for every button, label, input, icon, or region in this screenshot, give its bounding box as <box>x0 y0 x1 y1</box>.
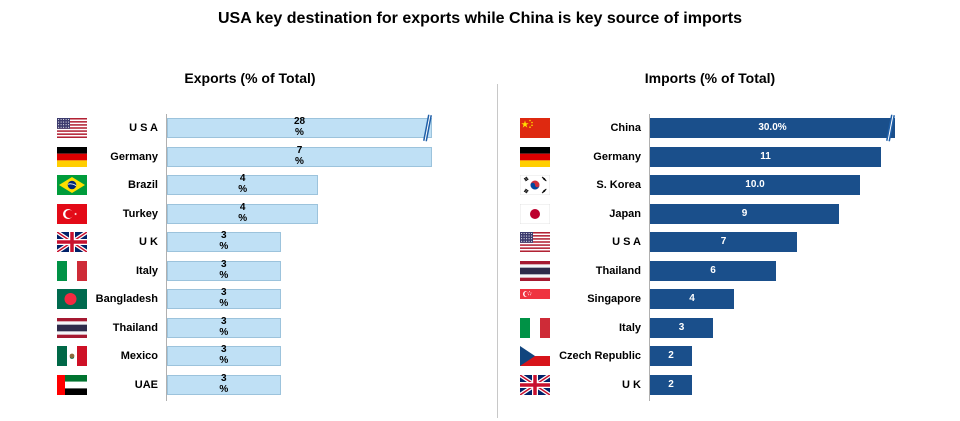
exports-category-uae: UAE <box>134 378 158 391</box>
japan-flag-icon <box>520 203 550 224</box>
imports-value-label-japan: 9 <box>741 207 748 219</box>
exports-value-label-germany: 7% <box>295 144 304 167</box>
exports-value-label-turkey: 4% <box>238 201 248 224</box>
exports-bar-u-k <box>167 232 281 252</box>
exports-bar-italy <box>167 260 281 281</box>
thailand-flag-icon <box>520 260 550 281</box>
exports-value-label-italy: 3% <box>219 258 229 281</box>
imports-category-s-korea: S. Korea <box>596 179 641 191</box>
italy-flag-icon <box>520 317 550 338</box>
imports-bar-japan <box>650 203 839 224</box>
mexico-flag-icon <box>57 346 87 366</box>
imports-category-singapore: Singapore <box>587 293 641 305</box>
exports-bar-germany <box>167 146 432 167</box>
usa-flag-icon <box>57 118 87 138</box>
imports-value-label-germany: 11 <box>760 150 771 162</box>
imports-category-czech-republic: Czech Republic <box>559 350 641 362</box>
exports-bar-bangladesh <box>167 289 281 309</box>
germany-flag-icon <box>57 146 87 167</box>
imports-axis-break-mark <box>886 114 895 142</box>
usa-flag-icon <box>520 232 550 252</box>
singapore-flag-icon <box>520 289 550 309</box>
uk-flag-icon <box>520 374 550 395</box>
imports-bar-italy <box>650 317 713 338</box>
uae-flag-icon <box>57 374 87 395</box>
imports-category-germany: Germany <box>593 150 641 163</box>
exports-category-turkey: Turkey <box>122 207 158 220</box>
exports-value-label-mexico: 3% <box>219 344 229 366</box>
italy-flag-icon <box>57 260 87 281</box>
imports-value-label-u-k: 2 <box>668 378 674 390</box>
imports-category-u-k: U K <box>622 378 641 391</box>
exports-value-label-bangladesh: 3% <box>219 287 229 309</box>
imports-category-japan: Japan <box>609 207 641 220</box>
imports-bar-thailand <box>650 260 776 281</box>
imports-bar-u-s-a <box>650 232 797 252</box>
exports-bar-u-s-a <box>167 118 432 138</box>
imports-value-label-czech-republic: 2 <box>668 350 674 361</box>
exports-axis-line <box>166 114 167 401</box>
uk-flag-icon <box>57 232 87 252</box>
imports-bar-s-korea <box>650 175 860 195</box>
exports-bar-mexico <box>167 346 281 366</box>
imports-bar-u-k <box>650 374 692 395</box>
imports-value-label-thailand: 6 <box>710 264 716 276</box>
exports-value-label-uae: 3% <box>219 372 229 395</box>
imports-bar-germany <box>650 146 881 167</box>
exports-bar-thailand <box>167 317 281 338</box>
thailand-flag-icon <box>57 317 87 338</box>
turkey-flag-icon <box>57 203 87 224</box>
exports-category-brazil: Brazil <box>128 179 158 191</box>
imports-bar-czech-republic <box>650 346 692 366</box>
imports-bar-china <box>650 118 895 138</box>
exports-value-label-thailand: 3% <box>219 315 229 338</box>
exports-bar-brazil <box>167 175 319 195</box>
exports-category-thailand: Thailand <box>112 321 158 334</box>
exports-category-germany: Germany <box>110 150 158 163</box>
exports-bar-uae <box>167 374 281 395</box>
exports-value-label-u-s-a: 28% <box>293 116 306 138</box>
exports-category-u-k: U K <box>139 236 158 248</box>
imports-value-label-singapore: 4 <box>689 293 695 304</box>
imports-category-thailand: Thailand <box>595 264 641 277</box>
imports-axis-line <box>649 114 650 401</box>
exports-value-label-u-k: 3% <box>219 230 229 252</box>
bangladesh-flag-icon <box>57 289 87 309</box>
brazil-flag-icon <box>57 175 87 195</box>
imports-panel-title: Imports (% of Total) <box>644 70 776 86</box>
imports-value-label-u-s-a: 7 <box>720 236 727 247</box>
imports-category-italy: Italy <box>618 321 641 334</box>
exports-category-u-s-a: U S A <box>129 122 158 134</box>
imports-value-label-china: 30.0% <box>758 122 787 133</box>
exports-value-label-brazil: 4% <box>238 173 248 195</box>
imports-category-china: China <box>610 122 641 134</box>
south-korea-flag-icon <box>520 175 550 195</box>
exports-category-bangladesh: Bangladesh <box>95 293 158 305</box>
imports-category-u-s-a: U S A <box>612 236 641 248</box>
panel-divider <box>497 84 498 418</box>
china-flag-icon <box>520 118 550 138</box>
germany-flag-icon <box>520 146 550 167</box>
exports-category-mexico: Mexico <box>120 350 158 362</box>
chart-title: USA key destination for exports while Ch… <box>218 10 742 27</box>
exports-panel-title: Exports (% of Total) <box>184 70 316 86</box>
czech-republic-flag-icon <box>520 346 550 366</box>
imports-value-label-italy: 3 <box>678 321 685 333</box>
exports-axis-break-mark <box>423 114 432 142</box>
imports-value-label-s-korea: 10.0 <box>745 179 765 190</box>
exports-bar-turkey <box>167 203 319 224</box>
exports-category-italy: Italy <box>135 264 158 277</box>
imports-bar-singapore <box>650 289 734 309</box>
